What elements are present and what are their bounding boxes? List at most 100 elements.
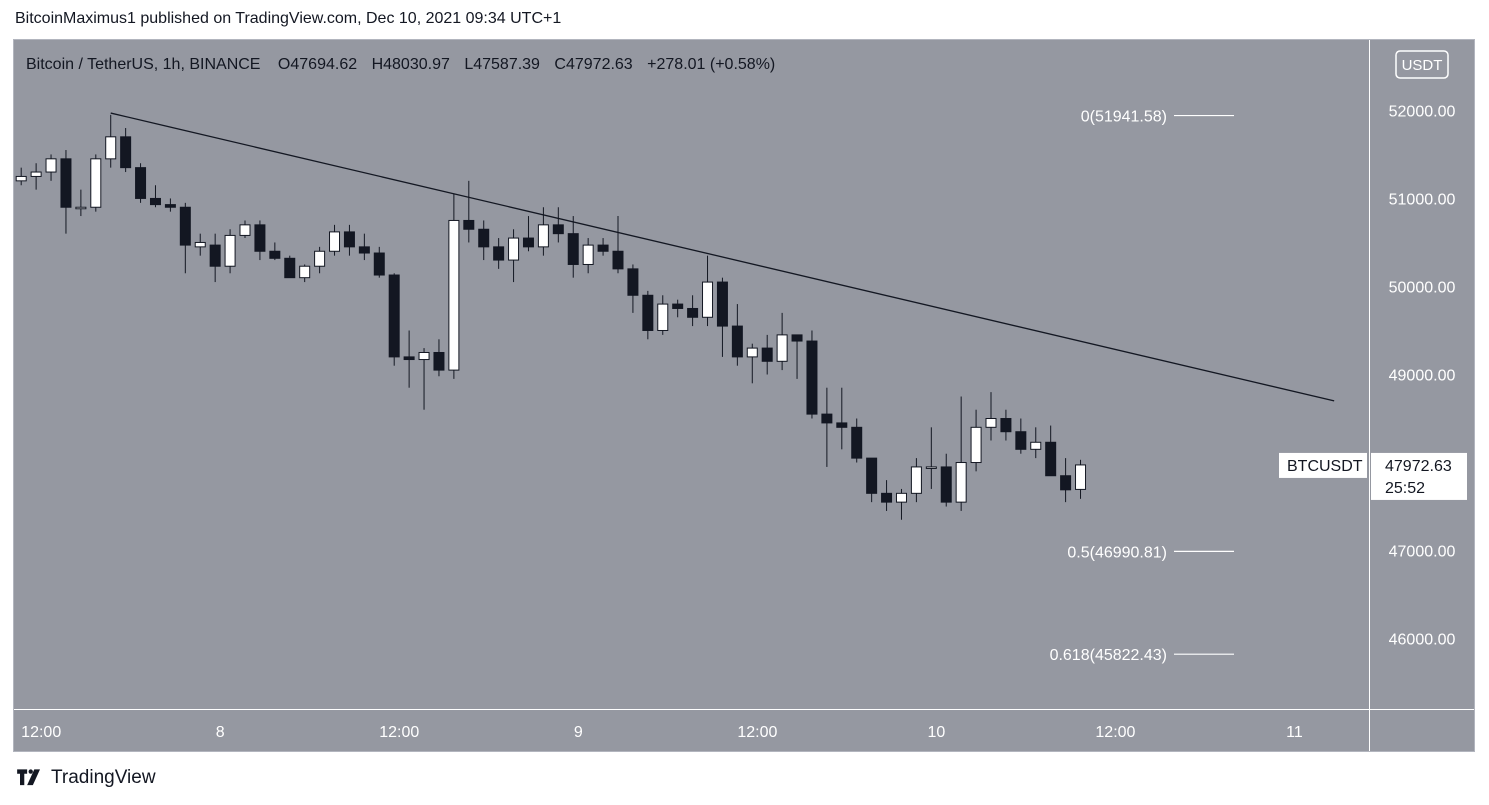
y-tick-label: 47000.00 xyxy=(1389,544,1456,561)
candle xyxy=(1075,459,1087,499)
candle-body-down xyxy=(567,233,579,265)
candle-body-down xyxy=(866,457,878,494)
candle-body-up xyxy=(746,347,758,358)
candle xyxy=(75,189,87,217)
candle xyxy=(955,396,967,511)
candle xyxy=(149,185,161,208)
candle xyxy=(1015,418,1027,454)
candle xyxy=(164,198,176,212)
x-tick-label: 12:00 xyxy=(1095,724,1135,741)
candle-body-down xyxy=(731,325,743,358)
candle xyxy=(791,334,803,379)
candle xyxy=(522,216,534,252)
candle-body-up xyxy=(224,234,236,267)
candle xyxy=(60,150,72,234)
fib-open-paren: ( xyxy=(1090,544,1096,561)
candle-body-down xyxy=(627,268,639,296)
candle-body-down xyxy=(254,224,266,252)
low-label: L xyxy=(464,56,473,73)
candle-body-down xyxy=(463,219,475,230)
current-price-tag: BTCUSDT 47972.63 25:52 xyxy=(1279,452,1467,500)
candle xyxy=(925,427,937,489)
fib-close-paren: ) xyxy=(1162,647,1167,664)
candle xyxy=(463,180,475,243)
candle xyxy=(672,299,684,318)
close-label: C xyxy=(554,56,566,73)
candle xyxy=(343,224,355,256)
candle-body-up xyxy=(955,462,967,503)
low-value: 47587.39 xyxy=(473,56,540,73)
candle xyxy=(433,339,445,377)
candle xyxy=(552,207,564,243)
symbol-tag-label: BTCUSDT xyxy=(1287,458,1363,475)
x-tick-label: 12:00 xyxy=(379,724,419,741)
candle-body-down xyxy=(149,197,161,206)
candle xyxy=(1045,425,1057,477)
candle xyxy=(746,343,758,384)
high-value: 48030.97 xyxy=(383,56,450,73)
candle-body-up xyxy=(910,466,922,494)
footer-brand[interactable]: TradingView xyxy=(51,767,156,788)
change-value: +278.01 (+0.58%) xyxy=(647,56,775,73)
candle-body-down xyxy=(1060,475,1072,491)
descending-trendline xyxy=(110,112,1335,402)
close-value: 47972.63 xyxy=(566,56,633,73)
tradingview-logo-icon[interactable] xyxy=(15,768,45,788)
candle-body-down xyxy=(164,204,176,208)
candle-body-down xyxy=(388,274,400,358)
candle-body-up xyxy=(970,426,982,464)
candle-body-down xyxy=(179,206,191,246)
candle xyxy=(582,238,594,274)
candle-body-down xyxy=(687,307,699,318)
candle xyxy=(866,457,878,503)
candle xyxy=(657,295,669,335)
currency-label: USDT xyxy=(1402,57,1443,74)
candle-body-down xyxy=(433,351,445,371)
candle-body-down xyxy=(493,246,505,261)
price-tag-value: 47972.63 xyxy=(1385,458,1452,475)
candle-body-down xyxy=(284,257,296,279)
candle-body-down xyxy=(940,466,952,503)
candle xyxy=(1030,427,1042,459)
candle xyxy=(776,312,788,371)
fib-level: 0(51941.58) xyxy=(1081,109,1234,126)
candle-body-up xyxy=(776,334,788,362)
candle xyxy=(851,418,863,463)
candle-body-up xyxy=(657,303,669,331)
fib-ratio: 0.618 xyxy=(1050,647,1090,664)
fib-level-label: 0.5(46990.81) xyxy=(1067,544,1167,561)
fib-close-paren: ) xyxy=(1162,544,1167,561)
fib-ratio: 0 xyxy=(1081,109,1090,126)
currency-button[interactable]: USDT xyxy=(1395,50,1449,79)
candle-body-down xyxy=(761,347,773,362)
candle-body-down xyxy=(806,340,818,415)
candle-body-up xyxy=(30,171,42,177)
fib-level: 0.618(45822.43) xyxy=(1050,647,1234,664)
candle xyxy=(373,246,385,278)
candle-body-up xyxy=(105,136,117,160)
candle xyxy=(806,330,818,419)
candle xyxy=(731,304,743,366)
candle-body-up xyxy=(299,265,311,279)
candle xyxy=(194,233,206,256)
candle xyxy=(329,224,341,256)
candle-body-up xyxy=(925,466,937,469)
candle-body-up xyxy=(418,351,430,361)
candle-body-down xyxy=(358,246,370,254)
candle-body-up xyxy=(537,224,549,248)
candle xyxy=(209,233,221,283)
author-header: BitcoinMaximus1 published on TradingView… xyxy=(15,10,562,27)
candle-body-down xyxy=(612,250,624,270)
candle xyxy=(90,154,102,212)
candle xyxy=(254,220,266,261)
chart-frame[interactable]: 0(51941.58) 0.5(46990.81) 0.618(45822.43) B… xyxy=(13,39,1475,752)
fib-level-label: 0.618(45822.43) xyxy=(1050,647,1167,664)
y-tick-label: 49000.00 xyxy=(1389,368,1456,385)
candle-body-down xyxy=(851,426,863,459)
candle-body-down xyxy=(60,158,72,208)
price-chart[interactable]: 0(51941.58) 0.5(46990.81) 0.618(45822.43) B… xyxy=(14,40,1474,751)
candle xyxy=(910,458,922,503)
candle-body-up xyxy=(329,231,341,252)
candle xyxy=(702,255,714,327)
candle-body-down xyxy=(1015,431,1027,450)
